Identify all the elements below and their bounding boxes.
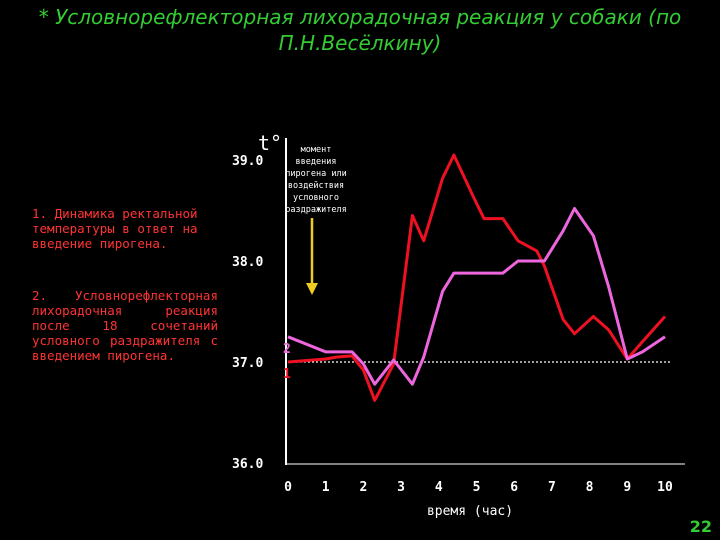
series-1-label: 1 (283, 367, 291, 382)
x-tick-label: 8 (586, 480, 594, 495)
page-title: * Условнорефлекторная лихорадочная реакц… (38, 5, 682, 55)
chart-axes: t° 36.0 37.0 38.0 39.0 0 1 2 3 4 5 6 7 8 9 10 время (час… (232, 131, 685, 519)
annotation-text-line: условного (293, 193, 339, 203)
annotation-text-line: момент (301, 145, 332, 155)
arrow-head (306, 283, 318, 295)
annotation-text: момент введения пирогена или воздействия усл… (285, 145, 346, 215)
annotation-text-line: введения (296, 157, 337, 167)
series-2-label: 2 (283, 342, 291, 357)
annotation-text-line: воздействия (288, 181, 344, 191)
annotation-group: момент введения пирогена или воздействия усл… (285, 145, 347, 295)
x-tick-label: 2 (359, 480, 367, 495)
x-tick-label: 1 (322, 480, 330, 495)
y-tick-label: 39.0 (232, 154, 263, 169)
page-number: 22 (689, 517, 712, 536)
y-tick-label: 36.0 (232, 457, 263, 472)
annotation-text-line: раздражителя (285, 205, 346, 215)
series-labels: 21 (283, 342, 291, 382)
series-1-line (287, 153, 667, 402)
y-tick-label: 37.0 (232, 356, 263, 371)
x-tick-label: 10 (657, 480, 673, 495)
annotation-text-line: пирогена или (285, 169, 346, 179)
x-tick-label: 0 (284, 480, 292, 495)
note-series-2: 2. Условнорефлекторная лихорадочная реак… (32, 288, 218, 363)
y-axis-label: t° (258, 131, 282, 155)
series-2-line (287, 207, 666, 386)
x-tick-label: 6 (510, 480, 518, 495)
x-tick-label: 5 (473, 480, 481, 495)
x-tick-label: 3 (397, 480, 405, 495)
x-axis-label: время (час) (427, 504, 513, 519)
x-tick-label: 7 (548, 480, 556, 495)
note-series-1: 1. Динамика ректальной температуры в отв… (32, 206, 198, 251)
series-lines (287, 153, 667, 402)
y-tick-label: 38.0 (232, 255, 263, 270)
x-tick-label: 4 (435, 480, 443, 495)
x-tick-label: 9 (623, 480, 631, 495)
